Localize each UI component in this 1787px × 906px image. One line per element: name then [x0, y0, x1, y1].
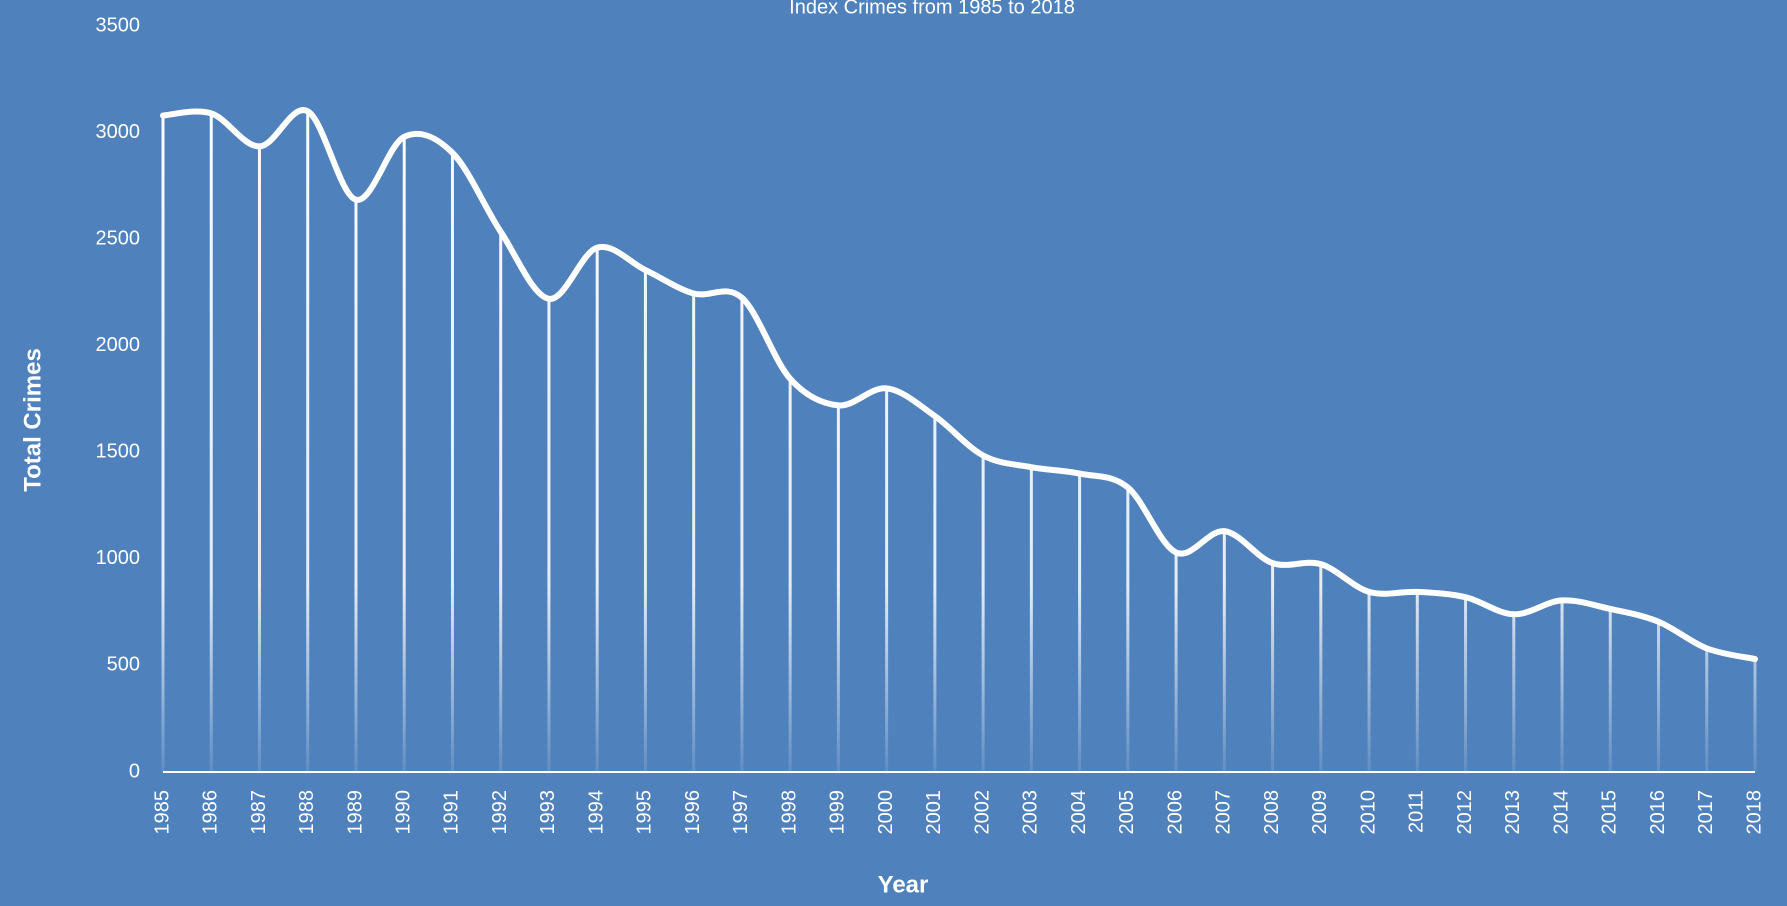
y-tick-label: 2000	[96, 334, 141, 356]
series-line	[160, 107, 1758, 663]
x-tick-label: 1996	[682, 790, 704, 835]
y-tick-label: 2500	[96, 227, 141, 249]
x-tick-label: 2013	[1502, 790, 1524, 835]
x-tick-label: 1987	[248, 790, 270, 835]
x-tick-label: 2011	[1406, 790, 1428, 833]
x-tick-label: 1991	[441, 790, 463, 835]
x-tick-label: 1998	[778, 790, 800, 835]
x-tick-label: 2010	[1357, 790, 1379, 835]
x-tick-label: 2002	[971, 790, 993, 835]
x-tick-label: 2016	[1647, 790, 1669, 835]
x-tick-label: 1992	[489, 790, 511, 835]
x-tick-label: 1997	[730, 790, 752, 835]
x-axis-title: Year	[878, 871, 929, 898]
x-tick-label: 2006	[1164, 790, 1186, 835]
x-tick-label: 2014	[1550, 790, 1572, 835]
x-tick-label: 1985	[151, 790, 173, 835]
x-tick-label: 2012	[1454, 790, 1476, 835]
x-tick-label: 2007	[1213, 790, 1235, 835]
x-tick-label: 1994	[585, 790, 607, 835]
x-tick-label: 1988	[296, 790, 318, 835]
y-tick-label: 500	[107, 654, 140, 676]
x-tick-label: 2004	[1068, 790, 1090, 835]
x-tick-label: 2009	[1309, 790, 1331, 835]
x-tick-label: 1986	[200, 790, 222, 835]
x-tick-label: 1995	[634, 790, 656, 835]
x-tick-label: 2003	[1020, 790, 1042, 835]
x-tick-label: 2015	[1599, 790, 1621, 835]
y-tick-label: 3500	[96, 14, 141, 36]
x-tick-label: 2001	[923, 790, 945, 835]
x-tick-label: 1990	[392, 790, 414, 835]
x-tick-label: 2005	[1116, 790, 1138, 835]
x-tick-label: 2018	[1743, 790, 1765, 835]
x-tick-label: 1999	[827, 790, 849, 835]
x-tick-label: 2000	[875, 790, 897, 835]
x-tick-label: 2008	[1261, 790, 1283, 835]
chart-title: Index Crimes from 1985 to 2018	[789, 0, 1075, 18]
x-tick-label: 1989	[344, 790, 366, 835]
x-tick-label: 1993	[537, 790, 559, 835]
y-tick-label: 1000	[96, 547, 141, 569]
y-tick-label: 1500	[96, 441, 141, 463]
x-tick-label: 2017	[1695, 790, 1717, 835]
y-axis-title: Total Crimes	[19, 348, 46, 492]
y-tick-label: 3000	[96, 121, 141, 143]
y-tick-label: 0	[129, 760, 140, 782]
